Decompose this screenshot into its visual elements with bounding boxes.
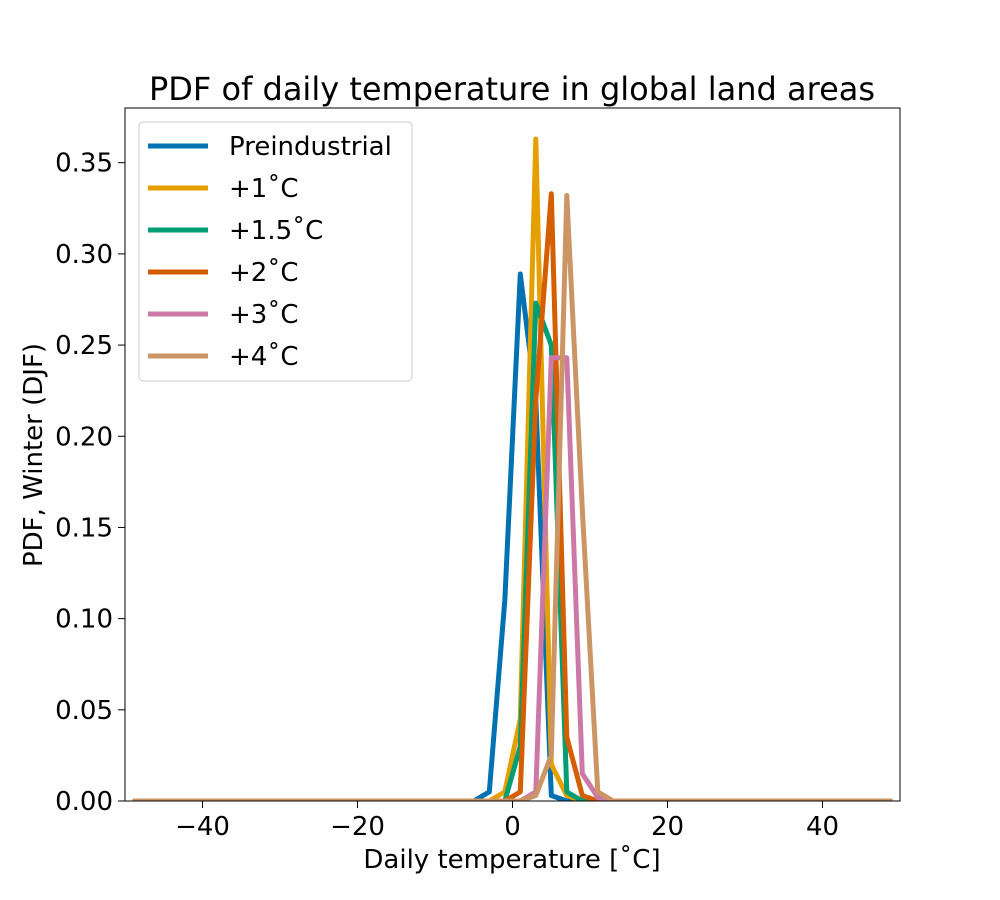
y-axis-label: PDF, Winter (DJF): [19, 343, 49, 567]
x-tick-label: 20: [651, 812, 684, 842]
y-tick-label: 0.05: [55, 696, 113, 726]
x-tick-label: −40: [175, 812, 230, 842]
legend-label-6: +4˚C: [229, 342, 298, 372]
x-tick-label: 0: [504, 812, 521, 842]
y-axis: 0.00 0.05 0.10 0.15 0.20 0.25 0.30 0.35: [55, 149, 125, 817]
series-line-1: [132, 271, 893, 801]
y-tick-label: 0.15: [55, 513, 113, 543]
legend: Preindustrial +1˚C +1.5˚C +2˚C +3˚C +4˚C: [138, 121, 413, 382]
series-line-4: [132, 191, 893, 801]
y-tick-label: 0.20: [55, 422, 113, 452]
x-axis-label: Daily temperature [˚C]: [363, 845, 660, 875]
legend-label-3: +1.5˚C: [229, 216, 323, 246]
plot-area: [124, 107, 901, 802]
y-tick-label: 0.10: [55, 605, 113, 635]
y-tick-label: 0.35: [55, 149, 113, 179]
legend-label-5: +3˚C: [229, 300, 298, 330]
series-line-6: [132, 193, 893, 801]
series-line-3: [132, 300, 893, 801]
series-group: [132, 136, 893, 801]
x-tick-label: −20: [330, 812, 385, 842]
y-tick-label: 0.00: [55, 787, 113, 817]
x-axis: −40 −20 0 20 40: [175, 801, 839, 842]
y-tick-label: 0.25: [55, 331, 113, 361]
chart-title: PDF of daily temperature in global land …: [149, 70, 875, 108]
y-tick-label: 0.30: [55, 240, 113, 270]
x-tick-label: 40: [806, 812, 839, 842]
legend-label-1: Preindustrial: [229, 132, 392, 162]
legend-label-2: +1˚C: [229, 174, 298, 204]
legend-label-4: +2˚C: [229, 258, 298, 288]
